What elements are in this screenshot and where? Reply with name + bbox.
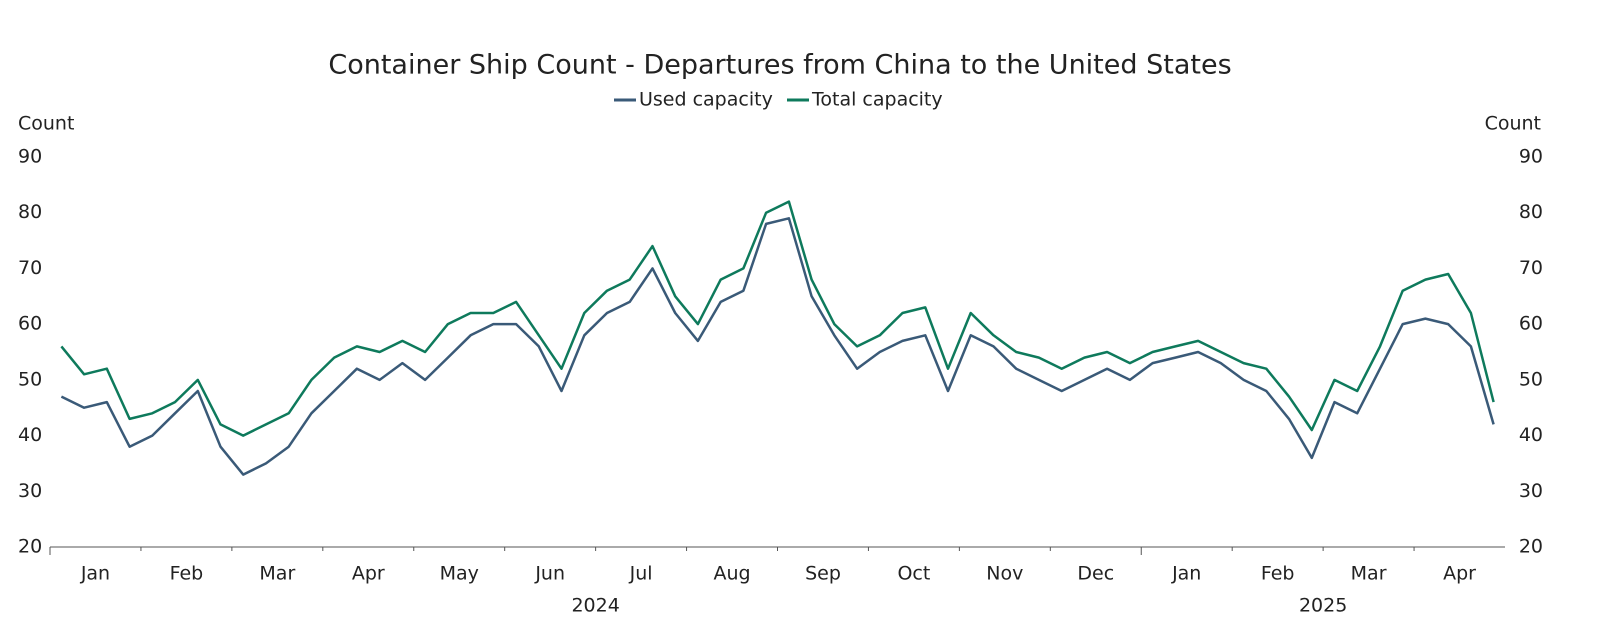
year-label: 2025 xyxy=(1299,595,1347,617)
x-tick-label: Aug xyxy=(713,563,750,585)
x-tick-label: Mar xyxy=(259,563,295,585)
x-tick-label: Jan xyxy=(1171,563,1201,585)
y2-axis-label: Count xyxy=(1485,113,1541,135)
year-label: 2024 xyxy=(571,595,619,617)
x-tick-label: Feb xyxy=(1261,563,1295,585)
y-tick-label: 40 xyxy=(18,424,42,446)
y-tick-label: 60 xyxy=(18,313,42,335)
series-line xyxy=(60,200,1495,437)
x-tick-label: Apr xyxy=(352,563,385,585)
x-tick-label: Nov xyxy=(986,563,1023,585)
x-tick-label: May xyxy=(440,563,479,585)
y2-tick-label: 50 xyxy=(1519,368,1543,390)
y2-tick-label: 80 xyxy=(1519,201,1543,223)
y2-tick-label: 90 xyxy=(1519,146,1543,168)
x-tick-label: Jul xyxy=(629,563,653,585)
legend-label: Total capacity xyxy=(811,89,943,111)
y-tick-label: 70 xyxy=(18,257,42,279)
x-tick-label: Feb xyxy=(170,563,204,585)
x-tick-label: Sep xyxy=(805,563,841,585)
x-tick-label: Jan xyxy=(80,563,110,585)
y-tick-label: 30 xyxy=(18,480,42,502)
y2-tick-label: 40 xyxy=(1519,424,1543,446)
y2-tick-label: 20 xyxy=(1519,536,1543,558)
series-line xyxy=(60,217,1495,476)
x-tick-label: Oct xyxy=(897,563,930,585)
y-axis-label: Count xyxy=(18,113,74,135)
y-tick-label: 50 xyxy=(18,368,42,390)
y-tick-label: 80 xyxy=(18,201,42,223)
x-tick-label: Dec xyxy=(1077,563,1114,585)
y-tick-label: 20 xyxy=(18,536,42,558)
x-tick-label: Jun xyxy=(534,563,565,585)
y2-tick-label: 70 xyxy=(1519,257,1543,279)
y-tick-label: 90 xyxy=(18,146,42,168)
legend-label: Used capacity xyxy=(639,89,773,111)
x-tick-label: Apr xyxy=(1443,563,1476,585)
y2-tick-label: 60 xyxy=(1519,313,1543,335)
x-tick-label: Mar xyxy=(1351,563,1387,585)
chart-title: Container Ship Count - Departures from C… xyxy=(328,50,1231,81)
y2-tick-label: 30 xyxy=(1519,480,1543,502)
